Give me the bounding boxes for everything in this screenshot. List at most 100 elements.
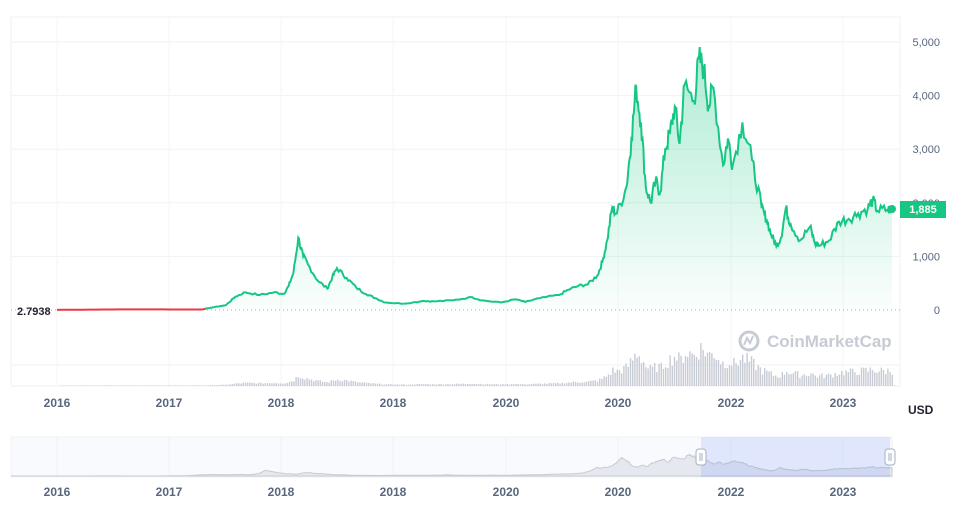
volume-bar [198,385,200,386]
volume-bar [684,356,687,386]
volume-bar [376,383,379,386]
volume-bar [660,362,662,386]
navigator-left-handle[interactable] [695,448,707,466]
volume-bar [717,360,720,386]
volume-bar [566,383,568,386]
volume-bar [350,380,352,386]
volume-bar [786,372,788,386]
navigator-selection[interactable] [701,437,890,477]
volume-bar [326,382,328,386]
volume-bar [588,381,590,386]
volume-bar [165,385,167,386]
volume-bar [711,353,713,386]
x-tick-label: 2017 [156,396,183,410]
volume-bar [673,356,676,386]
volume-bar [667,368,669,386]
watermark: CoinMarketCap [738,330,892,352]
volume-bar [115,385,117,386]
volume-bar [159,385,161,386]
volume-bar [93,385,95,386]
start-value-label: 2.7938 [17,306,51,318]
volume-bar [332,380,335,386]
volume-bar [310,379,313,386]
volume-bar [348,381,350,386]
volume-bars [60,343,896,386]
volume-bar [704,356,706,386]
volume-bar [200,385,203,386]
volume-bar [73,385,75,386]
volume-bar [790,374,792,386]
volume-bar [625,363,627,386]
volume-bar [214,385,216,386]
volume-bar [161,385,163,386]
volume-bar [150,385,152,386]
volume-bar [541,384,544,386]
volume-bar [722,361,724,386]
volume-bar [836,375,838,386]
volume-bar [607,374,610,386]
volume-bar [383,384,385,386]
volume-bar [244,382,247,386]
volume-bar [423,384,425,386]
volume-bar [687,357,689,386]
volume-bar [823,378,825,386]
volume-bar [893,385,896,386]
volume-bar [412,384,414,386]
volume-bar [563,383,566,386]
y-tick-label: 3,000 [912,144,940,156]
volume-bar [319,380,321,386]
volume-bar [599,378,601,386]
volume-bar [695,356,698,386]
volume-bar [810,373,812,386]
y-tick-label: 4,000 [912,91,940,103]
navigator-tick-label: 2018 [268,485,295,499]
volume-bar [460,383,462,386]
volume-bar [731,365,733,386]
volume-bar [185,385,187,386]
volume-bar [636,357,638,386]
coinmarketcap-logo-icon [738,330,760,352]
x-tick-label: 2022 [718,396,745,410]
volume-bar [803,374,805,386]
volume-bar [464,383,467,386]
volume-bar [66,385,68,386]
volume-bar [189,385,192,386]
volume-bar [772,375,775,386]
price-line-below-start [56,307,207,311]
volume-bar [592,380,594,386]
volume-bar [768,371,770,386]
y-tick-label: 0 [934,305,940,317]
volume-bar [618,370,621,386]
volume-bar [814,375,816,386]
volume-bar [264,383,266,386]
volume-bar [97,385,99,386]
volume-bar [819,375,821,386]
volume-bar [680,355,682,386]
navigator-right-handle[interactable] [884,448,896,466]
volume-bar [482,384,484,386]
volume-bar [416,384,418,386]
volume-bar [849,368,852,386]
volume-bar [843,375,845,386]
volume-bar [308,379,310,386]
volume-bar [438,384,440,386]
volume-bar [68,385,71,386]
volume-bar [293,381,295,386]
volume-bar [216,385,218,386]
unit-label: USD [908,403,934,417]
volume-bar [315,380,317,386]
volume-bar [229,384,231,386]
volume-bar [352,381,354,386]
current-value-badge [900,201,946,218]
volume-bar [645,367,647,386]
volume-bar [880,367,882,386]
volume-bar [621,373,623,386]
volume-bar [451,384,453,386]
volume-bar [60,385,62,386]
volume-bar [489,384,491,386]
volume-bar [427,384,429,386]
volume-bar [176,385,178,386]
volume-bar [854,372,856,386]
volume-bar [104,385,106,386]
